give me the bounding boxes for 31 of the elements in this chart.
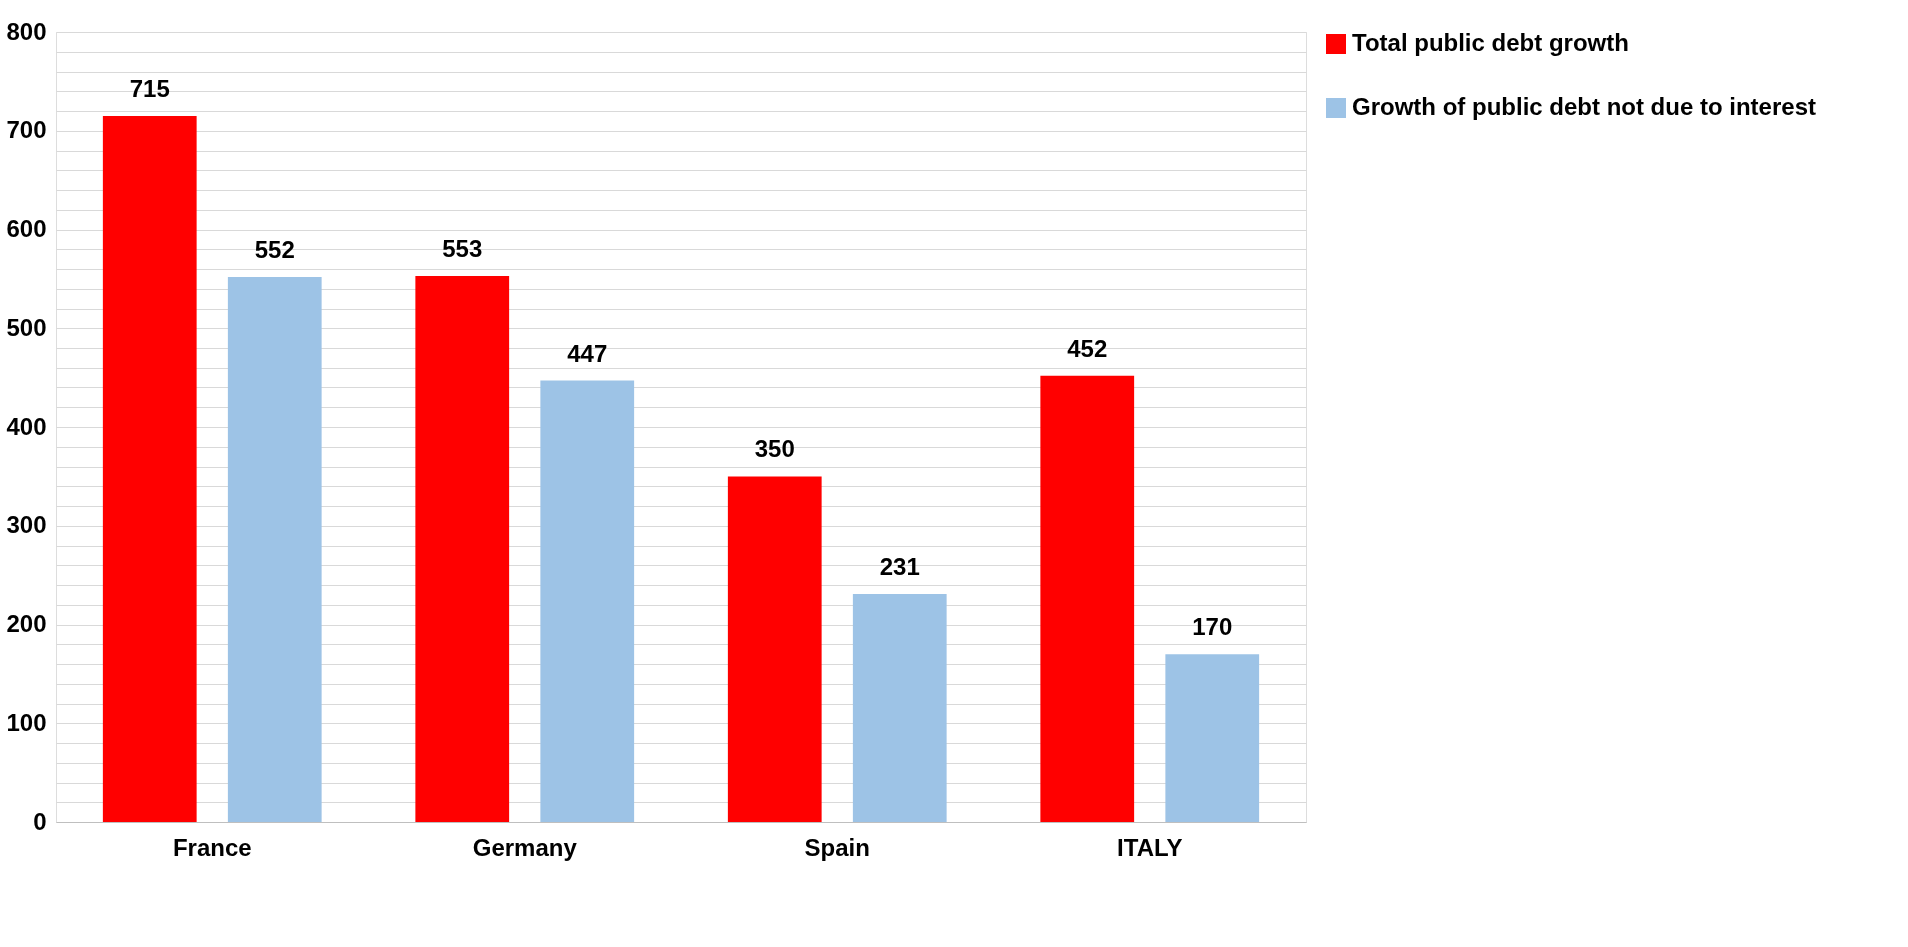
legend-label: Total public debt growth — [1352, 29, 1629, 56]
y-tick-label: 700 — [6, 116, 47, 144]
bar — [852, 593, 947, 822]
data-label: 553 — [442, 234, 483, 262]
bar — [540, 380, 635, 822]
data-label: 170 — [1192, 613, 1233, 641]
x-tick-label: Germany — [472, 833, 578, 861]
y-tick-label: 600 — [6, 215, 47, 242]
data-label: 350 — [754, 435, 795, 463]
y-tick-label: 800 — [6, 17, 47, 45]
bar — [227, 276, 322, 822]
y-tick-label: 0 — [33, 807, 47, 835]
data-label: 552 — [254, 235, 295, 263]
y-tick-label: 100 — [6, 708, 47, 736]
x-tick-label: Spain — [804, 833, 870, 861]
bar — [727, 476, 822, 822]
x-tick-label: ITALY — [1117, 833, 1183, 861]
legend-label: Growth of public debt not due to interest — [1352, 93, 1816, 120]
bar — [1040, 375, 1135, 822]
data-label: 447 — [567, 339, 608, 367]
data-label: 715 — [129, 74, 170, 102]
y-tick-label: 300 — [6, 511, 47, 539]
y-tick-label: 400 — [6, 412, 47, 440]
bar — [102, 115, 197, 822]
y-tick-label: 500 — [6, 313, 47, 341]
data-label: 231 — [879, 552, 920, 580]
data-label: 452 — [1067, 334, 1108, 362]
bar — [415, 275, 510, 822]
bar — [1165, 654, 1260, 822]
x-tick-label: France — [172, 833, 252, 861]
y-tick-label: 200 — [6, 610, 47, 637]
